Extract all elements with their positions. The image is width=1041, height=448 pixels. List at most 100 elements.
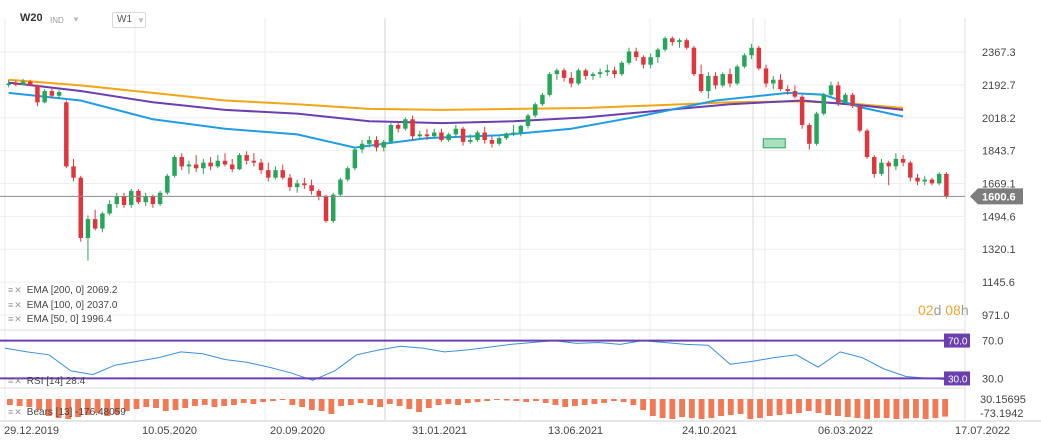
settings-close-icon[interactable]: ≡✕ xyxy=(8,376,23,386)
candle xyxy=(893,158,899,167)
last-price-label: 1600.6 xyxy=(982,191,1016,203)
x-tick-label: 17.07.2022 xyxy=(955,425,1010,437)
bears-bar xyxy=(649,399,656,416)
candle xyxy=(222,160,228,165)
bears-bar xyxy=(757,399,763,418)
market-label: IND xyxy=(50,16,64,25)
candle xyxy=(287,177,293,188)
bears-bar xyxy=(201,399,208,405)
legend-ema50[interactable]: ≡✕ EMA [50, 0] 1996.4 xyxy=(8,314,112,325)
legend-bears[interactable]: ≡✕ Bears [13] -176.48059 xyxy=(8,407,126,418)
candle xyxy=(280,170,285,178)
bears-bar xyxy=(513,399,520,401)
candle xyxy=(576,70,581,84)
candle xyxy=(720,74,726,86)
bears-bar xyxy=(922,399,929,419)
legend-rsi[interactable]: ≡✕ RSI [14] 28.4 xyxy=(8,376,86,387)
candle xyxy=(439,132,444,141)
candle xyxy=(879,162,884,174)
candle xyxy=(107,204,112,214)
price-tick-label: 1320.1 xyxy=(982,244,1016,256)
rsi-level-badge xyxy=(944,371,970,386)
candle xyxy=(157,192,163,205)
last-price-badge xyxy=(970,188,1023,205)
timeframe-select[interactable]: W1 ▼ xyxy=(112,12,146,28)
legend-ema100[interactable]: ≡✕ EMA [100, 0] 2037.0 xyxy=(8,300,118,311)
bears-bar xyxy=(396,399,403,406)
bears-bar xyxy=(357,399,364,403)
price-tick-label: 2192.7 xyxy=(982,80,1016,92)
bears-bar xyxy=(153,399,159,408)
candle xyxy=(410,119,415,137)
bears-tick-label: 30.15695 xyxy=(980,394,1026,406)
bears-bar xyxy=(250,399,257,404)
candle xyxy=(633,51,639,58)
candle xyxy=(670,38,675,43)
bears-bar xyxy=(893,399,900,419)
symbol-label[interactable]: W20 xyxy=(20,12,43,24)
bears-bar xyxy=(708,399,715,418)
candle xyxy=(78,177,83,238)
bears-bar xyxy=(786,399,793,414)
candle xyxy=(900,158,906,163)
candle xyxy=(944,173,949,197)
bears-bar xyxy=(484,399,491,401)
candle xyxy=(417,134,423,137)
rsi-level-badge xyxy=(944,333,970,348)
candle xyxy=(150,196,156,205)
candle xyxy=(229,164,235,170)
candle xyxy=(302,183,307,186)
bears-bar xyxy=(737,399,744,414)
candle xyxy=(821,94,826,114)
candle xyxy=(64,102,69,167)
candle xyxy=(395,124,401,129)
bears-bar xyxy=(65,399,72,419)
bears-bar xyxy=(221,399,228,406)
bears-bar xyxy=(640,399,647,410)
candle xyxy=(915,177,920,182)
settings-close-icon[interactable]: ≡✕ xyxy=(8,300,23,310)
candle xyxy=(727,74,733,84)
legend-ema200[interactable]: ≡✕ EMA [200, 0] 2069.2 xyxy=(8,285,118,296)
candle xyxy=(799,96,805,125)
ema100-line xyxy=(8,81,904,125)
candle xyxy=(460,128,466,142)
bears-bar xyxy=(75,399,81,417)
candle xyxy=(172,156,177,176)
candle xyxy=(28,81,33,86)
bears-bar xyxy=(630,399,637,405)
candle xyxy=(71,166,76,178)
candle xyxy=(381,141,386,148)
candle xyxy=(294,183,300,188)
bears-bar xyxy=(45,399,52,416)
symbol-dropdown-icon[interactable]: ▼ xyxy=(72,15,80,24)
settings-close-icon[interactable]: ≡✕ xyxy=(8,407,23,417)
bears-bar xyxy=(143,399,150,407)
candle xyxy=(330,194,336,222)
candle xyxy=(92,219,98,229)
rsi-tick-label: 70.0 xyxy=(982,336,1003,348)
bears-bar xyxy=(883,399,890,418)
bears-bar xyxy=(367,399,374,405)
settings-close-icon[interactable]: ≡✕ xyxy=(8,314,23,324)
candle xyxy=(749,47,754,56)
bears-bar xyxy=(572,399,578,406)
bears-bar xyxy=(114,399,120,414)
candle xyxy=(554,70,560,75)
x-tick-label: 06.03.2022 xyxy=(818,425,873,437)
bears-bar xyxy=(912,399,919,418)
bears-bar xyxy=(55,399,62,418)
settings-close-icon[interactable]: ≡✕ xyxy=(8,285,23,295)
bears-bar xyxy=(269,399,276,401)
bears-bar xyxy=(36,399,43,410)
bears-bar xyxy=(552,399,559,405)
bears-bar xyxy=(104,399,111,416)
candle xyxy=(626,51,632,63)
candle xyxy=(374,140,379,148)
candle xyxy=(424,134,430,137)
candle xyxy=(792,91,798,97)
candle xyxy=(734,66,740,84)
candle xyxy=(691,47,697,75)
candle xyxy=(258,162,264,171)
